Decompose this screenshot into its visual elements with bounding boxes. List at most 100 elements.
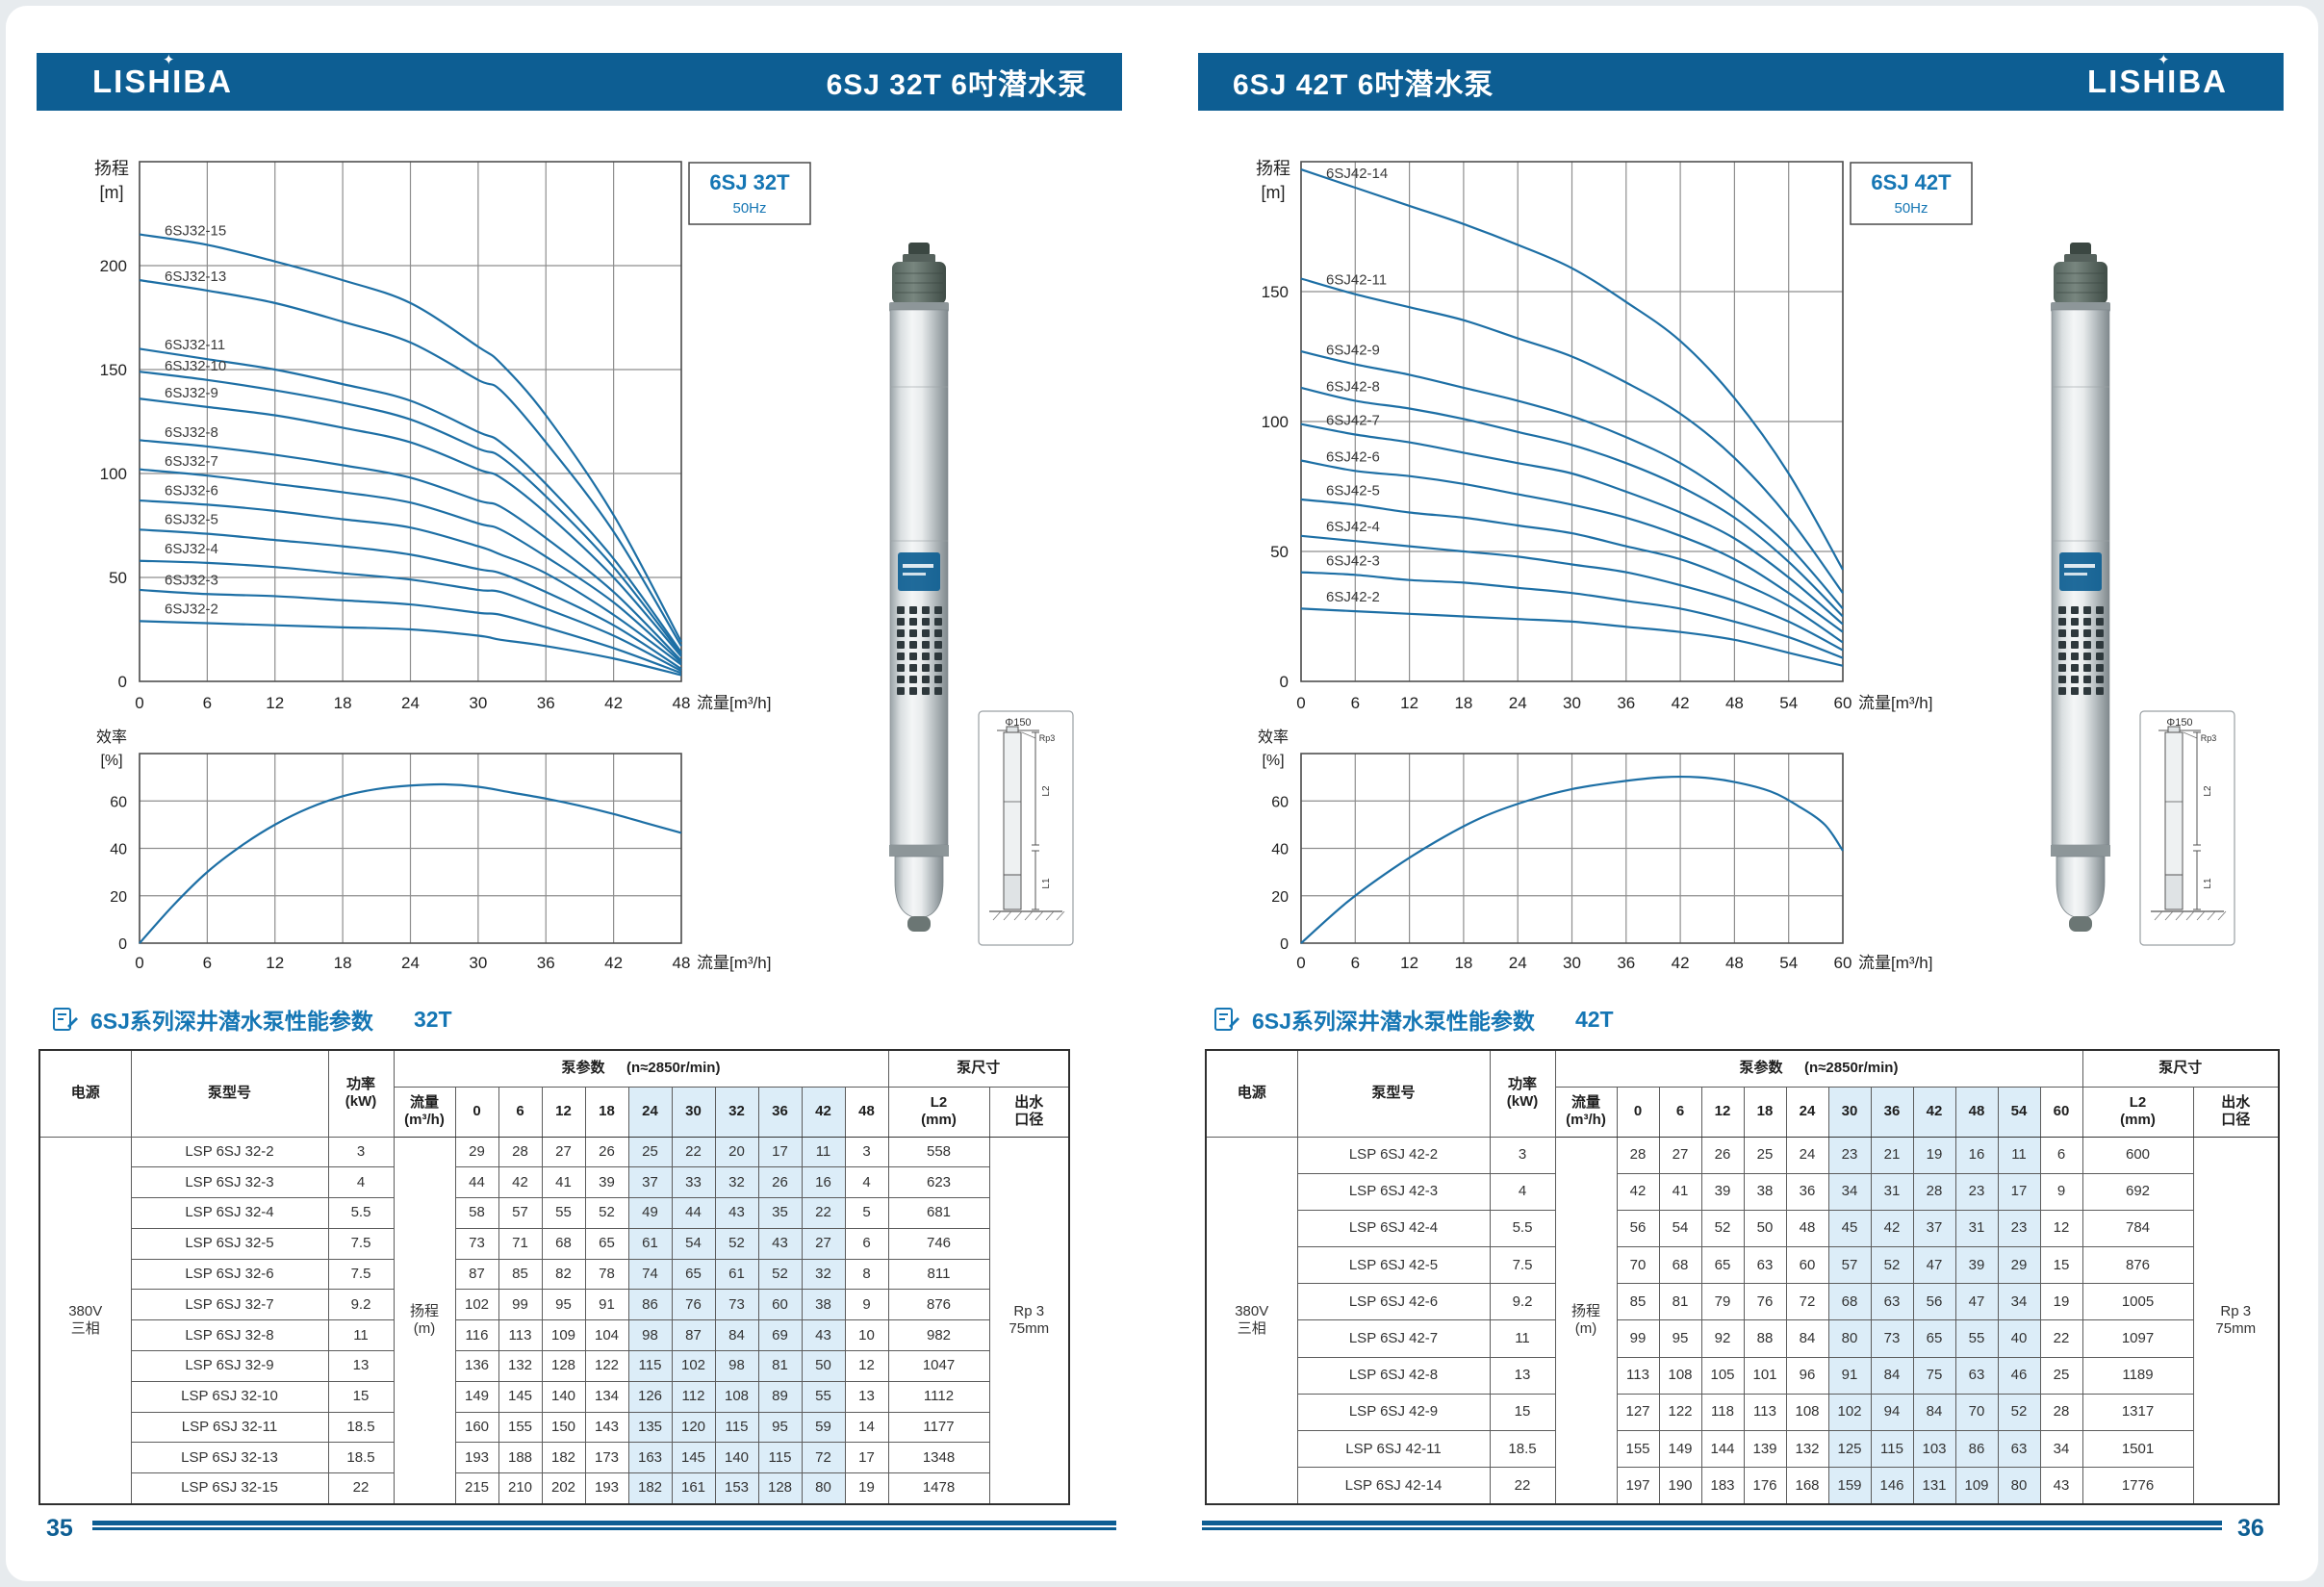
cell-head: 22: [671, 1136, 716, 1168]
pump-label-badge: [2059, 552, 2102, 591]
y-axis-title: [m]: [100, 183, 124, 202]
cell-head: 23: [1827, 1136, 1872, 1174]
cell-head: 52: [1870, 1246, 1914, 1285]
table-title-variant: 32T: [413, 1006, 452, 1032]
col-flow-36: 36: [757, 1086, 803, 1138]
cell-head: 61: [627, 1227, 673, 1260]
curve-label: 6SJ32-5: [165, 512, 218, 528]
cell-head: 17: [757, 1136, 803, 1168]
x-tick-label: 18: [334, 954, 352, 972]
cell-head: 24: [1785, 1136, 1829, 1174]
cell-model: LSP 6SJ 32-4: [130, 1197, 329, 1229]
cell-kw: 11: [327, 1319, 395, 1352]
pump-strainer-slot: [2058, 687, 2066, 695]
y-axis-title: [m]: [1262, 183, 1286, 202]
dim-frame: [2139, 710, 2235, 946]
cell-outlet: Rp 3 75mm: [988, 1136, 1070, 1505]
pump-strainer-slot: [909, 641, 917, 649]
cell-head: 76: [671, 1289, 716, 1321]
pump-strainer-slot: [2058, 629, 2066, 637]
x-tick-label: 24: [1509, 954, 1527, 972]
y-tick-label: 100: [1262, 413, 1289, 431]
cell-head: 108: [1658, 1356, 1702, 1395]
cell-head: 88: [1743, 1319, 1787, 1358]
x-tick-label: 60: [1834, 694, 1852, 712]
cell-head: 86: [1954, 1429, 1999, 1469]
cell-head: 188: [498, 1442, 543, 1474]
cell-head: 136: [454, 1350, 499, 1382]
pump-curve: [139, 439, 682, 662]
cell-head: 150: [541, 1411, 586, 1444]
cell-head: 55: [801, 1380, 846, 1413]
pump-curve: [139, 371, 682, 655]
pump-product-image: [889, 243, 949, 932]
x-tick-label: 12: [266, 954, 284, 972]
pump-strainer-slot: [922, 629, 930, 637]
cell-head: 52: [714, 1227, 759, 1260]
cell-head: 63: [1743, 1246, 1787, 1285]
pump-strainer-slot: [934, 676, 942, 683]
curve-label: 6SJ42-11: [1326, 272, 1387, 289]
cell-head: 173: [584, 1442, 629, 1474]
cell-head: 74: [627, 1258, 673, 1291]
pump-cable-gland: [2070, 243, 2091, 256]
cell-head: 41: [541, 1166, 586, 1199]
table-row: LSP 6SJ 42-8 13 113 108 105 101 96 91 84 75 63 46 25…: [1206, 1356, 2279, 1395]
cell-head: 120: [671, 1411, 716, 1444]
cell-head: 73: [454, 1227, 499, 1260]
cell-head: 127: [1616, 1393, 1660, 1432]
cell-head: 25: [1743, 1136, 1787, 1174]
col-l2: L2 (mm): [2081, 1086, 2194, 1138]
cell-head: 71: [498, 1227, 543, 1260]
pump-strainer-slot: [2071, 606, 2079, 614]
cell-l2: 1189: [2081, 1356, 2194, 1395]
table-row: LSP 6SJ 42-7 11 99 95 92 88 84 80 73 65 55 40 22 1097: [1206, 1319, 2279, 1358]
cell-head: 115: [757, 1442, 803, 1474]
cell-kw: 18.5: [1489, 1429, 1556, 1469]
dim-rp-label: Rp3: [1039, 733, 1056, 743]
pump-strainer-slot: [909, 653, 917, 660]
curve-label: 6SJ42-2: [1326, 589, 1380, 605]
brand-logo-text: LISHIBA: [92, 64, 233, 99]
x-tick-label: 36: [537, 954, 555, 972]
cell-head: 26: [1700, 1136, 1745, 1174]
cell-head: 42: [1870, 1209, 1914, 1248]
pump-strainer-slot: [934, 664, 942, 672]
dim-motor-outline: [1003, 874, 1022, 910]
col-pump-size: 泵尺寸: [2081, 1049, 2280, 1088]
pump-strainer-slot: [2096, 629, 2104, 637]
efficiency-chart: 0 6 12 18 24 30 36 42 48 54 60 0 20 40 60 效率 [%] 流量[m³/h]: [1258, 729, 1932, 972]
cell-head: 45: [1827, 1209, 1872, 1248]
cell-model: LSP 6SJ 42-9: [1296, 1393, 1491, 1432]
curve-label: 6SJ32-2: [165, 602, 218, 618]
dimension-diagram: Φ150 Rp3 L2 L1: [978, 710, 1074, 946]
cell-head: 182: [627, 1472, 673, 1505]
cell-head: 108: [1785, 1393, 1829, 1432]
cell-head: 34: [1997, 1283, 2041, 1321]
dimension-diagram: Φ150 Rp3 L2 L1: [2139, 710, 2235, 946]
pump-strainer-slot: [897, 676, 905, 683]
cell-head: 57: [498, 1197, 543, 1229]
cell-l2: 1348: [887, 1442, 990, 1474]
col-flow-6: 6: [1658, 1086, 1702, 1138]
cell-head: 140: [541, 1380, 586, 1413]
table-row: LSP 6SJ 42-4 5.5 56 54 52 50 48 45 42 37 31 23 12 784: [1206, 1209, 2279, 1248]
col-pump-params: 泵参数 (n≈2850r/min): [393, 1049, 889, 1088]
x-tick-label: 6: [203, 954, 212, 972]
cell-kw: 18.5: [327, 1411, 395, 1444]
cell-head: 21: [1870, 1136, 1914, 1174]
cell-head: 102: [671, 1350, 716, 1382]
page-header: ✦ LISHIBA 6SJ 32T 6吋潜水泵: [37, 52, 1122, 111]
cell-model: LSP 6SJ 42-3: [1296, 1172, 1491, 1211]
cell-head: 91: [1827, 1356, 1872, 1395]
cell-model: LSP 6SJ 32-8: [130, 1319, 329, 1352]
cell-head: 57: [1827, 1246, 1872, 1285]
page-number: 36: [2237, 1515, 2264, 1542]
table-title-text: 6SJ系列深井潜水泵性能参数: [1252, 1009, 1535, 1034]
cell-head: 27: [801, 1227, 846, 1260]
cell-head: 84: [1870, 1356, 1914, 1395]
cell-head: 17: [1997, 1172, 2041, 1211]
cell-head: 28: [2039, 1393, 2083, 1432]
cell-head: 32: [714, 1166, 759, 1199]
col-flow-12: 12: [1700, 1086, 1745, 1138]
